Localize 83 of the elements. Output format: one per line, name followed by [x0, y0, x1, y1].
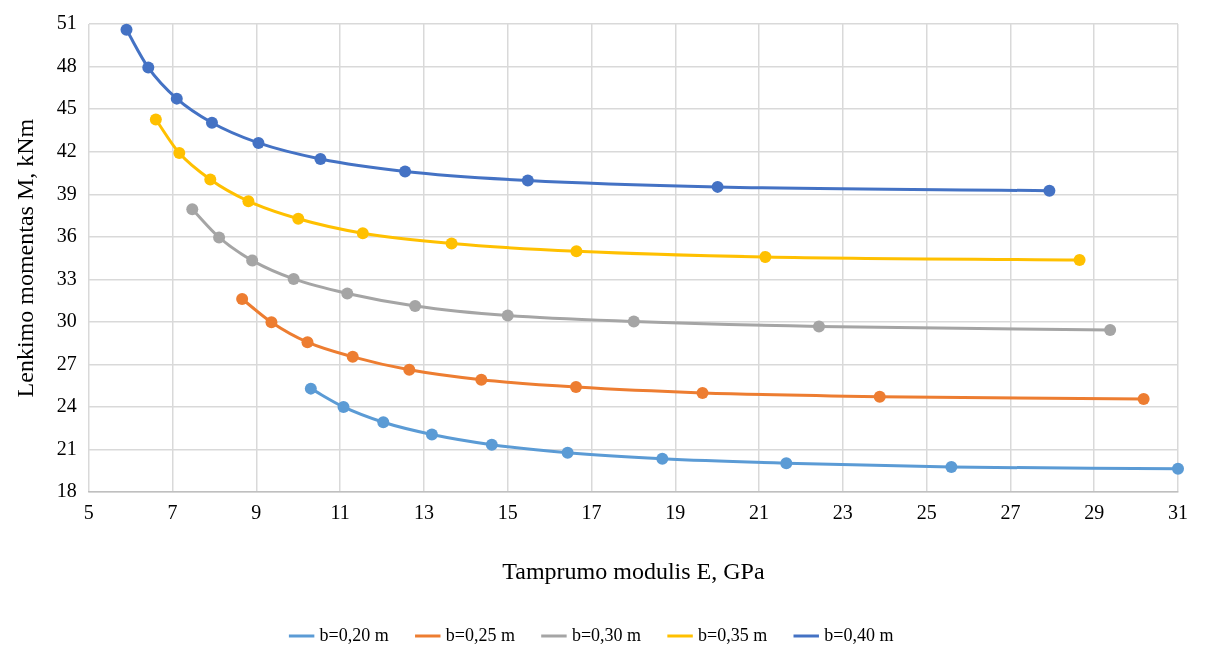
- y-tick-label: 24: [56, 394, 77, 417]
- point: [265, 316, 278, 329]
- point: [346, 350, 359, 363]
- y-tick-label: 18: [56, 479, 77, 502]
- point: [186, 203, 199, 216]
- point: [204, 173, 217, 186]
- point: [246, 254, 259, 267]
- point: [287, 272, 300, 285]
- point: [656, 452, 669, 465]
- y-tick-label: 27: [56, 351, 77, 374]
- x-tick-label: 31: [1168, 501, 1188, 524]
- x-tick-label: 29: [1084, 501, 1105, 524]
- y-tick-label: 30: [56, 309, 77, 332]
- point: [292, 212, 305, 225]
- point: [561, 446, 574, 459]
- y-tick-label: 51: [56, 11, 77, 34]
- point: [1073, 253, 1086, 266]
- point: [873, 390, 886, 403]
- y-tick-label: 21: [56, 436, 77, 459]
- point: [1137, 392, 1150, 405]
- x-tick-label: 9: [251, 501, 262, 524]
- point: [205, 116, 218, 129]
- legend-label: b=0,35 m: [698, 624, 768, 645]
- point: [501, 309, 514, 322]
- point: [356, 227, 369, 240]
- point: [173, 147, 186, 160]
- y-tick-label: 42: [56, 138, 77, 161]
- point: [301, 336, 314, 349]
- point: [377, 416, 390, 429]
- y-axis-title: Lenkimo momentas M, kNm: [11, 118, 38, 398]
- x-tick-label: 15: [497, 501, 518, 524]
- point: [445, 237, 458, 250]
- point: [425, 428, 438, 441]
- x-tick-label: 23: [832, 501, 853, 524]
- point: [759, 250, 772, 263]
- x-tick-label: 17: [581, 501, 602, 524]
- point: [170, 92, 183, 105]
- legend-label: b=0,20 m: [319, 624, 389, 645]
- point: [337, 400, 350, 413]
- point: [120, 23, 133, 36]
- point: [570, 381, 583, 394]
- y-tick-label: 45: [56, 96, 77, 119]
- x-tick-label: 13: [413, 501, 434, 524]
- point: [570, 245, 583, 258]
- x-tick-label: 19: [665, 501, 686, 524]
- point: [1172, 462, 1184, 475]
- point: [304, 382, 317, 395]
- y-tick-label: 48: [56, 53, 77, 76]
- point: [341, 287, 354, 300]
- point: [696, 386, 709, 399]
- y-tick-label: 36: [56, 224, 77, 247]
- point: [213, 231, 226, 244]
- point: [1043, 184, 1056, 197]
- point: [252, 136, 265, 149]
- point: [403, 363, 416, 376]
- point: [399, 165, 412, 178]
- point: [521, 174, 534, 187]
- point: [142, 61, 155, 74]
- x-tick-label: 5: [83, 501, 94, 524]
- x-tick-label: 21: [749, 501, 770, 524]
- y-tick-label: 33: [56, 266, 77, 289]
- point: [475, 373, 488, 386]
- legend-label: b=0,25 m: [445, 624, 515, 645]
- x-tick-label: 27: [1000, 501, 1021, 524]
- legend-label: b=0,40 m: [824, 624, 894, 645]
- x-axis-title: Tamprumo modulis E, GPa: [502, 557, 765, 584]
- point: [945, 461, 958, 474]
- x-tick-label: 7: [167, 501, 178, 524]
- point: [812, 320, 825, 333]
- point: [1104, 323, 1117, 336]
- point: [780, 457, 793, 470]
- x-tick-label: 11: [330, 501, 350, 524]
- point: [485, 438, 498, 451]
- point: [242, 195, 255, 208]
- point: [627, 315, 640, 328]
- x-tick-label: 25: [916, 501, 937, 524]
- point: [314, 152, 327, 165]
- point: [149, 113, 162, 126]
- y-tick-label: 39: [56, 181, 77, 204]
- point: [236, 292, 249, 305]
- point: [409, 299, 422, 312]
- legend-label: b=0,30 m: [571, 624, 642, 645]
- point: [711, 180, 724, 193]
